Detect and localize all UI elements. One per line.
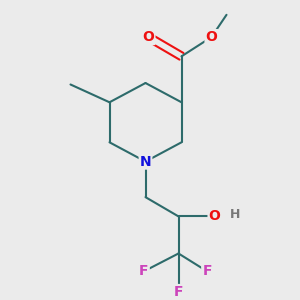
Text: O: O [142, 30, 154, 44]
Text: H: H [230, 208, 240, 221]
Text: F: F [202, 264, 212, 278]
Text: N: N [140, 154, 151, 169]
Text: F: F [174, 285, 183, 299]
Text: O: O [206, 30, 218, 44]
Text: O: O [208, 209, 220, 224]
Text: F: F [139, 264, 149, 278]
